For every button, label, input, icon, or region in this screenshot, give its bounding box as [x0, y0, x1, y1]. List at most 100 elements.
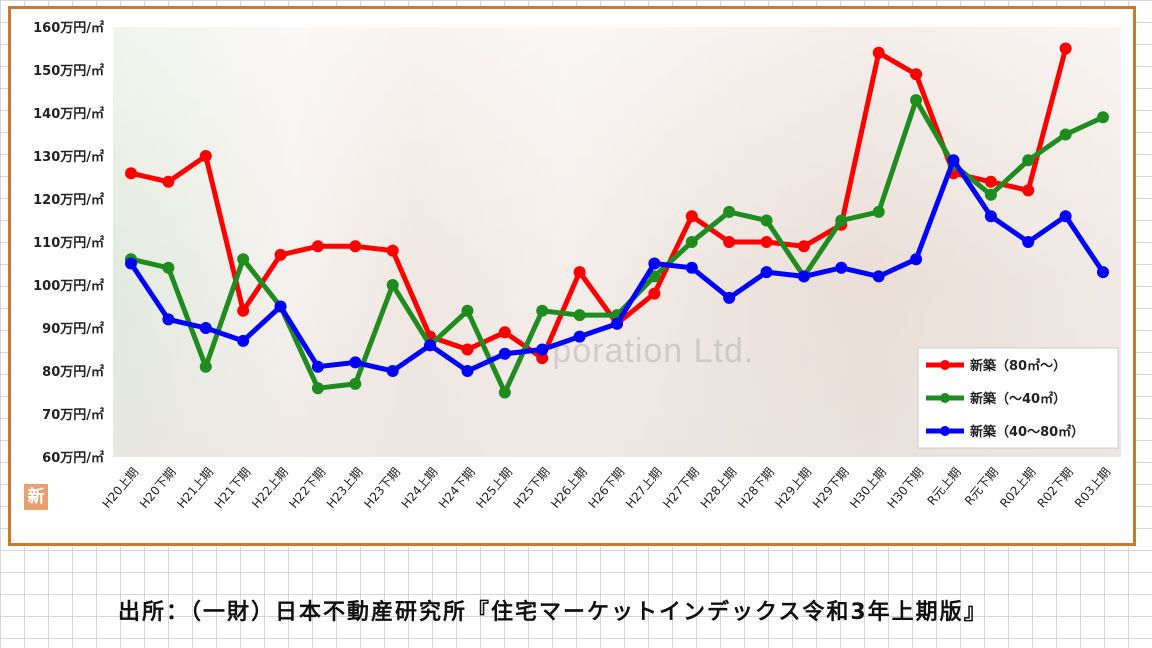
data-point [1022, 154, 1035, 167]
data-point [984, 188, 997, 201]
data-point [237, 334, 250, 347]
legend-label: 新築（～40㎡） [970, 391, 1066, 407]
y-tick-label: 160万円/㎡ [33, 20, 104, 36]
data-point [1097, 111, 1109, 124]
data-point [424, 339, 437, 352]
x-tick-label: H21上期 [174, 465, 216, 511]
series-3 [125, 154, 1109, 377]
data-point [1059, 128, 1072, 141]
x-axis: H20上期H20下期H21上期H21下期H22上期H22下期H23上期H23下期… [100, 465, 1114, 511]
x-tick-label: H25上期 [473, 465, 515, 511]
data-point [872, 205, 885, 218]
x-tick-label: H22上期 [249, 465, 291, 511]
series-line [130, 47, 1069, 361]
x-tick-label: H20上期 [100, 465, 142, 511]
data-point [910, 94, 923, 107]
x-tick-label: H30下期 [885, 465, 927, 511]
y-tick-label: 100万円/㎡ [33, 278, 104, 294]
data-point [835, 214, 848, 227]
x-tick-label: R02下期 [1035, 465, 1076, 510]
data-point [498, 326, 511, 339]
data-point [386, 365, 399, 377]
y-tick-label: 70万円/㎡ [42, 407, 104, 423]
data-point [199, 150, 212, 162]
x-tick-label: R03上期 [1072, 465, 1113, 510]
y-axis: 60万円/㎡ 70万円/㎡ 80万円/㎡ 90万円/㎡ 100万円/㎡ 110万円/㎡ 12… [33, 20, 104, 466]
y-tick-label: 120万円/㎡ [33, 192, 104, 208]
data-point [760, 214, 773, 227]
x-tick-label: H28上期 [698, 465, 740, 511]
data-point [910, 68, 923, 81]
legend-marker [940, 360, 950, 370]
data-point [685, 236, 698, 248]
x-tick-label: H29上期 [772, 465, 814, 511]
series-layer [125, 42, 1109, 399]
data-point [349, 377, 362, 390]
series-1 [125, 42, 1072, 365]
source-note: 出所：（一財）日本不動産研究所『住宅マーケットインデックス令和3年上期版』 [118, 600, 988, 625]
data-point [648, 270, 661, 283]
data-point [573, 309, 586, 322]
data-point [984, 175, 997, 188]
data-point [685, 210, 698, 223]
data-point [162, 313, 175, 326]
legend-item: 新築（80㎡～） [926, 358, 1066, 374]
data-point [461, 304, 474, 317]
x-tick-label: R元上期 [925, 465, 964, 508]
data-point [199, 360, 212, 373]
x-tick-label: H26下期 [586, 465, 628, 511]
data-point [461, 343, 474, 356]
data-point [237, 253, 250, 266]
data-point [760, 236, 773, 248]
x-tick-label: H27下期 [660, 465, 702, 511]
data-point [536, 304, 549, 317]
data-point [723, 205, 736, 218]
line-chart: 60万円/㎡ 70万円/㎡ 80万円/㎡ 90万円/㎡ 100万円/㎡ 110万円/㎡ 12… [33, 20, 1119, 511]
data-point [1022, 236, 1035, 248]
y-tick-label: 80万円/㎡ [42, 364, 104, 380]
data-point [685, 261, 698, 274]
y-tick-label: 140万円/㎡ [33, 106, 104, 122]
legend: 新築（80㎡～） 新築（～40㎡） 新築（40～80㎡） [917, 347, 1119, 449]
x-tick-label: H26上期 [548, 465, 590, 511]
data-point [872, 46, 885, 59]
data-point [611, 317, 623, 330]
data-point [274, 248, 287, 261]
data-point [536, 343, 549, 356]
data-point [311, 360, 324, 373]
data-point [1097, 266, 1109, 279]
data-point [1022, 184, 1035, 197]
data-point [386, 279, 399, 291]
x-tick-label: H29下期 [810, 465, 852, 511]
data-point [311, 382, 324, 395]
legend-label: 新築（80㎡～） [970, 358, 1066, 374]
legend-item: 新築（40～80㎡） [926, 424, 1084, 440]
x-tick-label: H21下期 [212, 465, 254, 511]
logo-icon: 新 [24, 484, 48, 510]
x-tick-label: H28下期 [735, 465, 777, 511]
data-point [648, 287, 661, 300]
data-point [349, 240, 362, 253]
y-tick-label: 90万円/㎡ [42, 321, 104, 337]
data-point [498, 347, 511, 360]
y-tick-label: 130万円/㎡ [33, 149, 104, 165]
data-point [573, 266, 586, 279]
legend-label: 新築（40～80㎡） [970, 424, 1084, 440]
data-point [349, 356, 362, 369]
data-point [723, 291, 736, 304]
x-tick-label: H22下期 [286, 465, 328, 511]
x-tick-label: H30上期 [847, 465, 889, 511]
data-point [162, 261, 175, 274]
data-point [984, 210, 997, 223]
x-tick-label: H24下期 [436, 465, 478, 511]
data-point [760, 266, 773, 279]
legend-item: 新築（～40㎡） [926, 391, 1066, 407]
legend-marker [940, 426, 950, 436]
y-tick-label: 60万円/㎡ [42, 450, 104, 466]
y-tick-label: 110万円/㎡ [33, 235, 104, 251]
legend-marker [940, 393, 950, 403]
data-point [199, 322, 212, 334]
data-point [797, 240, 810, 253]
data-point [274, 300, 287, 313]
x-tick-label: H27上期 [623, 465, 665, 511]
